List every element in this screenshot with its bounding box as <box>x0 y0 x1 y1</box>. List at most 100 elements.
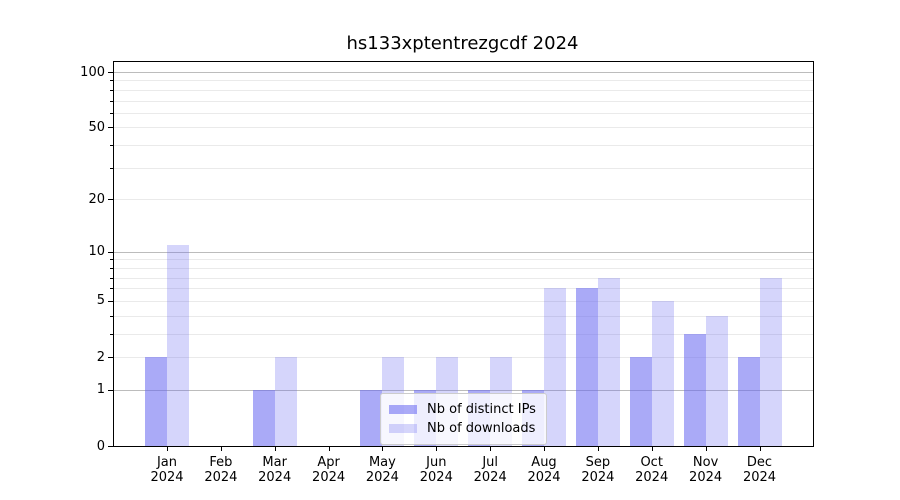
legend-row-nb-of-downloads: Nb of downloads <box>387 419 538 438</box>
y-minor-tick-70 <box>110 100 113 102</box>
x-tick-label-month-nov: Nov <box>692 455 719 470</box>
minor-gridline-7 <box>114 277 813 279</box>
bar-nb-of-downloads-aug <box>544 288 566 446</box>
x-tick-label-month-jul: Jul <box>482 455 499 470</box>
x-tick-label-year-jan: 2024 <box>150 470 184 485</box>
bar-nb-of-distinct-ips-sep <box>575 288 598 446</box>
y-tick-label-0: 0 <box>96 438 105 454</box>
y-minor-tick-80 <box>110 89 113 91</box>
minor-gridline-6 <box>114 288 813 290</box>
major-gridline-1 <box>114 389 813 391</box>
x-tick-label-year-mar: 2024 <box>258 470 292 485</box>
bar-nb-of-downloads-dec <box>759 277 782 446</box>
y-minor-tick-30 <box>110 167 113 169</box>
y-tick-label-5: 5 <box>96 293 105 309</box>
y-tick-1 <box>108 389 113 391</box>
major-gridline-100 <box>114 72 813 73</box>
minor-gridline-70 <box>114 100 813 102</box>
bar-nb-of-distinct-ips-jan <box>145 357 167 446</box>
x-tick-nov <box>705 446 707 451</box>
y-minor-tick-3 <box>110 333 113 335</box>
y-minor-tick-9 <box>110 259 113 261</box>
minor-gridline-40 <box>114 145 813 147</box>
x-tick-label-year-jul: 2024 <box>473 470 507 485</box>
y-tick-label-10: 10 <box>88 244 105 260</box>
legend-swatch-nb-of-distinct-ips <box>389 405 417 414</box>
chart-title: hs133xptentrezgcdf 2024 <box>346 33 579 54</box>
x-tick-label-month-may: May <box>368 455 396 470</box>
x-tick-label-month-oct: Oct <box>640 455 663 470</box>
x-tick-label-year-feb: 2024 <box>204 470 238 485</box>
y-tick-100 <box>108 72 113 73</box>
minor-gridline-20 <box>114 199 813 201</box>
major-gridline-10 <box>114 251 813 253</box>
minor-gridline-30 <box>114 167 813 169</box>
y-tick-label-2: 2 <box>96 349 105 365</box>
x-tick-label-month-apr: Apr <box>317 455 340 470</box>
y-tick-20 <box>108 199 113 201</box>
bar-nb-of-distinct-ips-dec <box>737 357 760 446</box>
y-minor-tick-60 <box>110 112 113 114</box>
y-minor-tick-40 <box>110 145 113 147</box>
x-tick-label-month-jan: Jan <box>156 455 178 470</box>
legend-label-nb-of-downloads: Nb of downloads <box>427 421 536 436</box>
x-tick-jul <box>490 446 492 451</box>
bar-nb-of-distinct-ips-oct <box>629 357 652 446</box>
x-tick-may <box>382 446 384 451</box>
x-tick-label-year-apr: 2024 <box>312 470 346 485</box>
minor-gridline-80 <box>114 89 813 91</box>
x-tick-feb <box>220 446 222 451</box>
x-tick-label-year-jun: 2024 <box>419 470 453 485</box>
x-tick-dec <box>759 446 761 451</box>
x-tick-apr <box>328 446 330 451</box>
y-tick-label-100: 100 <box>80 64 105 80</box>
x-tick-oct <box>651 446 653 451</box>
plot-area: 0 1 2 5 10 20 50 100 Jan 2024 Feb 2024 Mar 2024 Apr 20… <box>80 61 814 485</box>
y-tick-label-50: 50 <box>88 119 105 135</box>
y-tick-0 <box>108 446 113 447</box>
legend: Nb of distinct IPs Nb of downloads <box>380 393 547 445</box>
minor-gridline-50 <box>114 127 813 129</box>
legend-swatch-nb-of-downloads <box>389 424 417 433</box>
x-tick-label-month-mar: Mar <box>262 455 287 470</box>
y-tick-50 <box>108 127 113 129</box>
x-tick-sep <box>597 446 599 451</box>
bar-nb-of-distinct-ips-may <box>360 389 383 446</box>
minor-gridline-5 <box>114 300 813 302</box>
minor-gridline-90 <box>114 80 813 82</box>
bar-nb-of-downloads-oct <box>651 300 674 446</box>
x-tick-jun <box>436 446 438 451</box>
x-tick-label-year-nov: 2024 <box>689 470 723 485</box>
bar-nb-of-downloads-nov <box>705 315 728 446</box>
minor-gridline-8 <box>114 267 813 269</box>
x-tick-label-year-may: 2024 <box>365 470 399 485</box>
x-tick-label-month-feb: Feb <box>209 455 233 470</box>
y-tick-label-20: 20 <box>88 191 105 207</box>
y-tick-label-1: 1 <box>96 382 105 398</box>
x-tick-label-month-aug: Aug <box>531 455 557 470</box>
y-tick-5 <box>108 300 113 302</box>
y-minor-tick-90 <box>110 80 113 82</box>
minor-gridline-9 <box>114 259 813 261</box>
legend-label-nb-of-distinct-ips: Nb of distinct IPs <box>427 402 536 417</box>
x-tick-label-month-sep: Sep <box>585 455 611 470</box>
bar-nb-of-downloads-mar <box>274 357 297 446</box>
minor-gridline-4 <box>114 315 813 317</box>
x-tick-aug <box>544 446 545 451</box>
bar-nb-of-downloads-sep <box>597 277 620 446</box>
y-minor-tick-6 <box>110 288 113 290</box>
minor-gridline-60 <box>114 112 813 114</box>
y-tick-2 <box>108 357 113 358</box>
legend-row-nb-of-distinct-ips: Nb of distinct IPs <box>387 400 538 419</box>
x-tick-label-year-dec: 2024 <box>742 470 777 485</box>
x-tick-label-year-aug: 2024 <box>527 470 561 485</box>
y-minor-tick-4 <box>110 315 113 317</box>
x-tick-label-month-jun: Jun <box>426 455 447 470</box>
x-tick-label-month-dec: Dec <box>746 455 773 470</box>
bar-nb-of-downloads-jan <box>167 244 189 446</box>
y-minor-tick-8 <box>110 267 113 269</box>
bar-nb-of-distinct-ips-mar <box>252 389 275 446</box>
y-minor-tick-7 <box>110 277 113 279</box>
minor-gridline-3 <box>114 333 813 335</box>
